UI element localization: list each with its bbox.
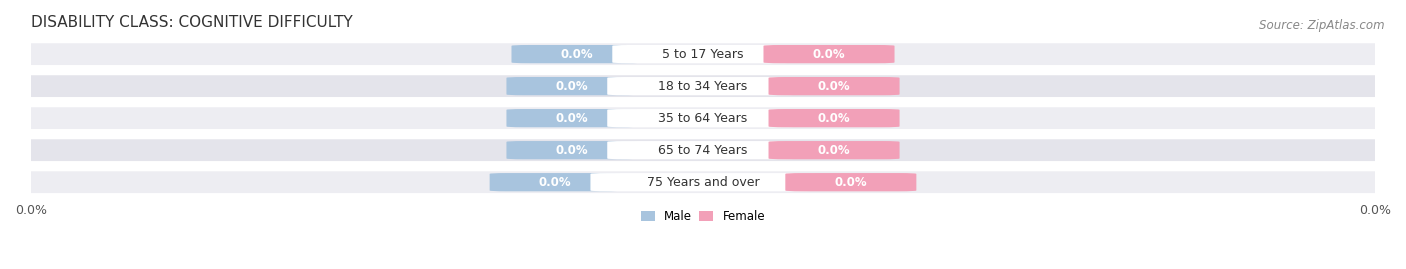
FancyBboxPatch shape — [506, 141, 637, 159]
FancyBboxPatch shape — [11, 43, 1395, 65]
FancyBboxPatch shape — [607, 77, 799, 95]
Text: 0.0%: 0.0% — [835, 176, 868, 189]
FancyBboxPatch shape — [769, 109, 900, 127]
Text: 18 to 34 Years: 18 to 34 Years — [658, 80, 748, 93]
Text: 65 to 74 Years: 65 to 74 Years — [658, 144, 748, 157]
FancyBboxPatch shape — [612, 45, 794, 63]
Text: 75 Years and over: 75 Years and over — [647, 176, 759, 189]
FancyBboxPatch shape — [769, 77, 900, 95]
Text: 0.0%: 0.0% — [818, 80, 851, 93]
FancyBboxPatch shape — [11, 171, 1395, 193]
Text: 5 to 17 Years: 5 to 17 Years — [662, 48, 744, 61]
FancyBboxPatch shape — [763, 45, 894, 63]
Text: 0.0%: 0.0% — [538, 176, 571, 189]
Text: 0.0%: 0.0% — [813, 48, 845, 61]
Text: 0.0%: 0.0% — [818, 112, 851, 125]
FancyBboxPatch shape — [11, 75, 1395, 97]
Text: 0.0%: 0.0% — [818, 144, 851, 157]
Text: Source: ZipAtlas.com: Source: ZipAtlas.com — [1260, 19, 1385, 32]
FancyBboxPatch shape — [607, 141, 799, 159]
FancyBboxPatch shape — [512, 45, 643, 63]
FancyBboxPatch shape — [11, 107, 1395, 129]
Text: 0.0%: 0.0% — [561, 48, 593, 61]
FancyBboxPatch shape — [607, 109, 799, 127]
Text: 0.0%: 0.0% — [555, 80, 588, 93]
Text: 35 to 64 Years: 35 to 64 Years — [658, 112, 748, 125]
FancyBboxPatch shape — [506, 77, 637, 95]
Text: 0.0%: 0.0% — [555, 112, 588, 125]
FancyBboxPatch shape — [489, 173, 620, 191]
FancyBboxPatch shape — [786, 173, 917, 191]
FancyBboxPatch shape — [769, 141, 900, 159]
FancyBboxPatch shape — [591, 173, 815, 191]
Text: DISABILITY CLASS: COGNITIVE DIFFICULTY: DISABILITY CLASS: COGNITIVE DIFFICULTY — [31, 15, 353, 30]
FancyBboxPatch shape — [11, 139, 1395, 161]
FancyBboxPatch shape — [506, 109, 637, 127]
Legend: Male, Female: Male, Female — [636, 205, 770, 228]
Text: 0.0%: 0.0% — [555, 144, 588, 157]
